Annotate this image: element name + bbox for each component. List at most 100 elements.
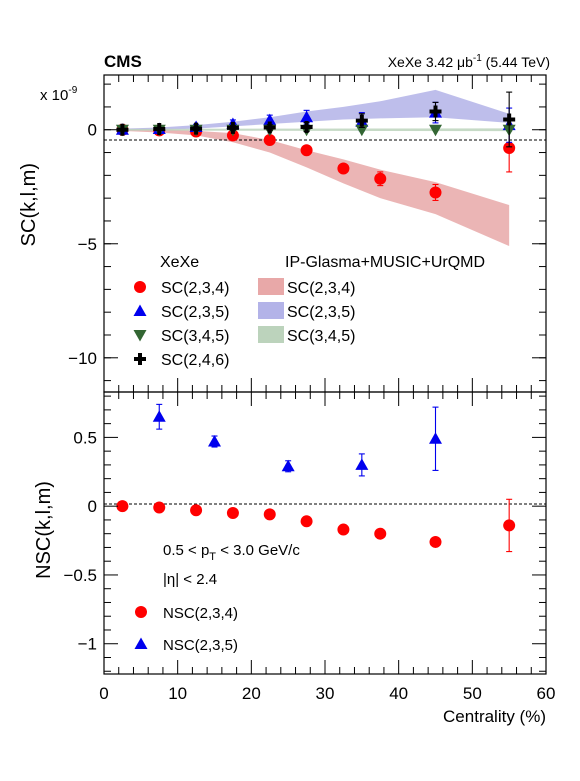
bottom-annotations: 0.5 < pT < 3.0 GeV/c |η| < 2.4 (163, 542, 300, 588)
data-point (503, 141, 516, 154)
top-y-multiplier-exp: -9 (68, 85, 77, 96)
top-series-sc-2-4-6 (116, 91, 516, 148)
x-tick-label: 50 (463, 684, 482, 703)
legend-label: SC(2,4,6) (161, 352, 229, 369)
y-tick-label: −5 (78, 235, 97, 254)
data-point (153, 123, 166, 136)
bottom-series-nsc-2-3-5 (152, 403, 442, 477)
data-point (226, 507, 239, 520)
y-tick-label: 0 (88, 497, 97, 516)
experiment-label: CMS (104, 52, 142, 71)
data-point (300, 120, 313, 133)
legend-marker (134, 637, 148, 649)
bottom-series-nsc-2-3-4 (116, 498, 516, 553)
legend-entry-sc-2-3-4: SC(2,3,4) (134, 280, 229, 297)
legend-band-swatch (258, 326, 284, 343)
data-point (337, 162, 350, 175)
data-point (190, 122, 203, 135)
data-point (300, 515, 313, 528)
legend-band-entry-sc-3-4-5: SC(3,4,5) (258, 326, 355, 345)
model-band-sc-2-3-5 (122, 89, 510, 131)
lumi-unit: μb (457, 54, 473, 70)
top-axis-ticks: 0 −5 −10 (68, 75, 547, 392)
model-band-sc-2-3-4 (122, 128, 510, 247)
legend-marker (134, 281, 146, 293)
y-tick-label: −0.5 (63, 566, 97, 585)
pt-cut-text: 0.5 < p (163, 542, 209, 559)
legend-label: SC(3,4,5) (287, 328, 355, 345)
data-point (263, 121, 276, 134)
y-tick-label: −10 (68, 349, 97, 368)
top-y-axis-label: SC(k,l,m) (18, 163, 40, 246)
x-tick-label: 60 (537, 684, 556, 703)
legend-band-entry-sc-2-3-5: SC(2,3,5) (258, 302, 355, 321)
legend-label: SC(2,3,4) (287, 280, 355, 297)
legend-marker (133, 330, 147, 342)
data-point (153, 501, 166, 514)
data-point (374, 527, 387, 540)
data-point (263, 113, 277, 126)
top-panel: 0 −5 −10 x 10-9 SC(k,l,m) XeXe IP-Glasma+M… (18, 74, 547, 393)
data-point (190, 504, 203, 517)
legend-label: NSC(2,3,4) (163, 605, 238, 622)
x-tick-label: 20 (242, 684, 261, 703)
lumi-prefix: XeXe 3.42 (388, 54, 457, 70)
legend-model-title: IP-Glasma+MUSIC+UrQMD (285, 254, 485, 271)
lumi-label: XeXe 3.42 μb-1 (5.44 TeV) (388, 53, 550, 70)
data-point (208, 435, 221, 447)
data-point (263, 133, 276, 146)
y-tick-label: 0 (88, 121, 97, 140)
data-point (337, 523, 350, 536)
legend-label: SC(3,4,5) (161, 328, 229, 345)
x-axis-label: Centrality (%) (443, 707, 546, 726)
legend-label: NSC(2,3,5) (163, 637, 238, 654)
data-point (503, 519, 516, 532)
data-point (263, 508, 276, 521)
top-model-bands (122, 89, 510, 247)
x-tick-label: 0 (99, 684, 108, 703)
data-point (281, 459, 295, 472)
legend-entry-nsc-2-3-4: NSC(2,3,4) (135, 605, 238, 622)
y-tick-label: −1 (78, 635, 97, 654)
legend-data-title: XeXe (160, 254, 199, 271)
bottom-y-axis-label: NSC(k,l,m) (33, 481, 55, 579)
bottom-data-points (116, 403, 516, 553)
legend-band-swatch (258, 278, 284, 295)
lumi-suffix: (5.44 TeV) (482, 54, 550, 70)
data-point (116, 500, 129, 513)
data-point (429, 186, 442, 199)
legend-label: SC(2,3,5) (161, 304, 229, 321)
data-point (300, 110, 314, 123)
x-tick-label: 10 (168, 684, 187, 703)
legend-entry-nsc-2-3-5: NSC(2,3,5) (134, 637, 238, 654)
legend-marker (134, 353, 146, 365)
data-point (355, 124, 369, 137)
data-point (429, 535, 442, 548)
legend-entry-sc-3-4-5: SC(3,4,5) (133, 328, 229, 345)
legend-band-entry-sc-2-3-4: SC(2,3,4) (258, 278, 355, 297)
bottom-legend: NSC(2,3,4) NSC(2,3,5) (134, 605, 238, 654)
data-point (355, 114, 368, 127)
top-data-points (115, 91, 516, 201)
data-point (355, 458, 369, 470)
legend-marker (133, 304, 147, 316)
data-point (116, 123, 129, 136)
data-point (503, 113, 516, 126)
model-band-sc-3-4-5 (122, 128, 510, 132)
top-y-multiplier-base: x 10 (40, 87, 68, 104)
data-point (226, 121, 239, 134)
eta-cut-annotation: |η| < 2.4 (163, 571, 217, 588)
legend-label: SC(2,3,5) (287, 304, 355, 321)
x-tick-label: 30 (316, 684, 335, 703)
header: CMS XeXe 3.42 μb-1 (5.44 TeV) (104, 52, 550, 71)
data-point (429, 124, 442, 137)
legend-marker (135, 606, 147, 618)
data-point (374, 172, 387, 185)
x-tick-label: 40 (389, 684, 408, 703)
data-point (300, 144, 313, 157)
bottom-axis-ticks: 0.5 0 −0.5 −1 0 10 20 30 40 50 60 (63, 392, 555, 703)
pt-cut-rest: < 3.0 GeV/c (216, 542, 300, 559)
pt-cut-annotation: 0.5 < pT < 3.0 GeV/c (163, 542, 300, 563)
data-point (152, 410, 166, 422)
